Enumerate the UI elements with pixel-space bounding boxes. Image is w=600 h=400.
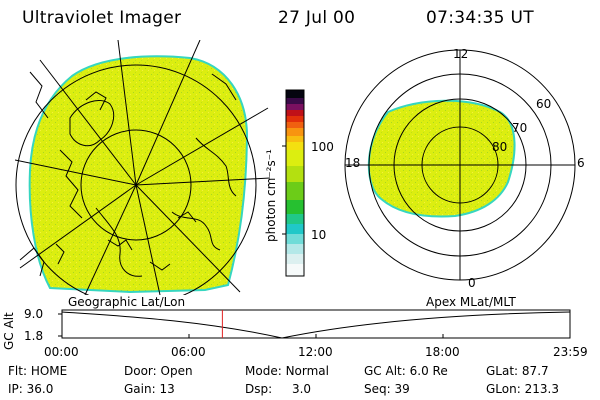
status-flt-label: Flt: xyxy=(8,364,27,378)
status-gc-alt: GC Alt: 6.0 Re xyxy=(364,364,448,378)
geographic-map xyxy=(15,40,270,295)
status-mode-value: Normal xyxy=(285,364,329,378)
status-mode-label: Mode: xyxy=(245,364,282,378)
status-ip: IP: 36.0 xyxy=(8,382,53,396)
mlt-label-18: 18 xyxy=(345,156,361,170)
status-seq: Seq: 39 xyxy=(364,382,410,396)
mlt-label-12: 12 xyxy=(453,47,469,61)
status-gain-label: Gain: xyxy=(124,382,156,396)
colorbar-tick-100: 100 xyxy=(311,140,334,154)
status-seq-label: Seq: xyxy=(364,382,391,396)
status-door: Door: Open xyxy=(124,364,193,378)
timeline-ylabel: GC Alt xyxy=(2,312,16,350)
image-title: Ultraviolet Imager xyxy=(22,8,182,28)
status-glon: GLon: 213.3 xyxy=(486,382,559,396)
status-gain-value: 13 xyxy=(159,382,175,396)
status-gain: Gain: 13 xyxy=(124,382,175,396)
mlt-label-6: 6 xyxy=(577,156,585,170)
status-glon-label: GLon: xyxy=(486,382,521,396)
status-glat: GLat: 87.7 xyxy=(486,364,549,378)
apex-caption: Apex MLat/MLT xyxy=(426,295,516,309)
colorbar-unit-label: photon cm⁻²s⁻¹ xyxy=(264,149,278,242)
timeline-xtick-1800: 18:00 xyxy=(425,345,460,359)
timeline-xtick-0000: 00:00 xyxy=(44,345,79,359)
status-ip-label: IP: xyxy=(8,382,23,396)
coastlines xyxy=(19,71,237,277)
status-glon-value: 213.3 xyxy=(524,382,559,396)
timeline-ytick-max: 9.0 xyxy=(24,307,44,321)
aurora-emission-geographic xyxy=(28,55,249,294)
timeline-xtick-2359: 23:59 xyxy=(553,345,588,359)
altitude-timeline xyxy=(58,309,571,339)
status-ip-value: 36.0 xyxy=(26,382,54,396)
time-label: 07:34:35 UT xyxy=(426,8,534,28)
timeline-xtick-1200: 12:00 xyxy=(298,345,333,359)
status-seq-value: 39 xyxy=(394,382,410,396)
colorbar-tick-10: 10 xyxy=(311,228,327,242)
mlat-ring-80: 80 xyxy=(492,140,508,154)
status-flt-value: HOME xyxy=(30,364,68,378)
mlat-ring-70: 70 xyxy=(512,121,528,135)
timeline-xtick-0600: 06:00 xyxy=(171,345,206,359)
date-label: 27 Jul 00 xyxy=(278,8,356,28)
status-mode: Mode: Normal xyxy=(245,364,329,378)
aurora-emission-polar xyxy=(367,99,516,218)
status-gc-alt-value: 6.0 Re xyxy=(409,364,448,378)
mlat-ring-60: 60 xyxy=(536,97,552,111)
geographic-caption: Geographic Lat/Lon xyxy=(68,295,186,309)
timeline-ytick-min: 1.8 xyxy=(24,329,44,343)
status-door-value: Open xyxy=(160,364,193,378)
status-flt: Flt: HOME xyxy=(8,364,67,378)
status-gc-alt-label: GC Alt: xyxy=(364,364,406,378)
status-glat-label: GLat: xyxy=(486,364,519,378)
polar-plot xyxy=(344,49,576,281)
colorbar xyxy=(282,89,305,277)
status-dsp-value: 3.0 xyxy=(291,382,312,396)
mlt-label-0: 0 xyxy=(468,276,476,290)
status-door-label: Door: xyxy=(124,364,157,378)
graticule xyxy=(15,40,270,295)
status-dsp-label: Dsp: xyxy=(245,382,273,396)
status-glat-value: 87.7 xyxy=(521,364,549,378)
status-dsp: Dsp: 3.0 xyxy=(245,382,311,396)
